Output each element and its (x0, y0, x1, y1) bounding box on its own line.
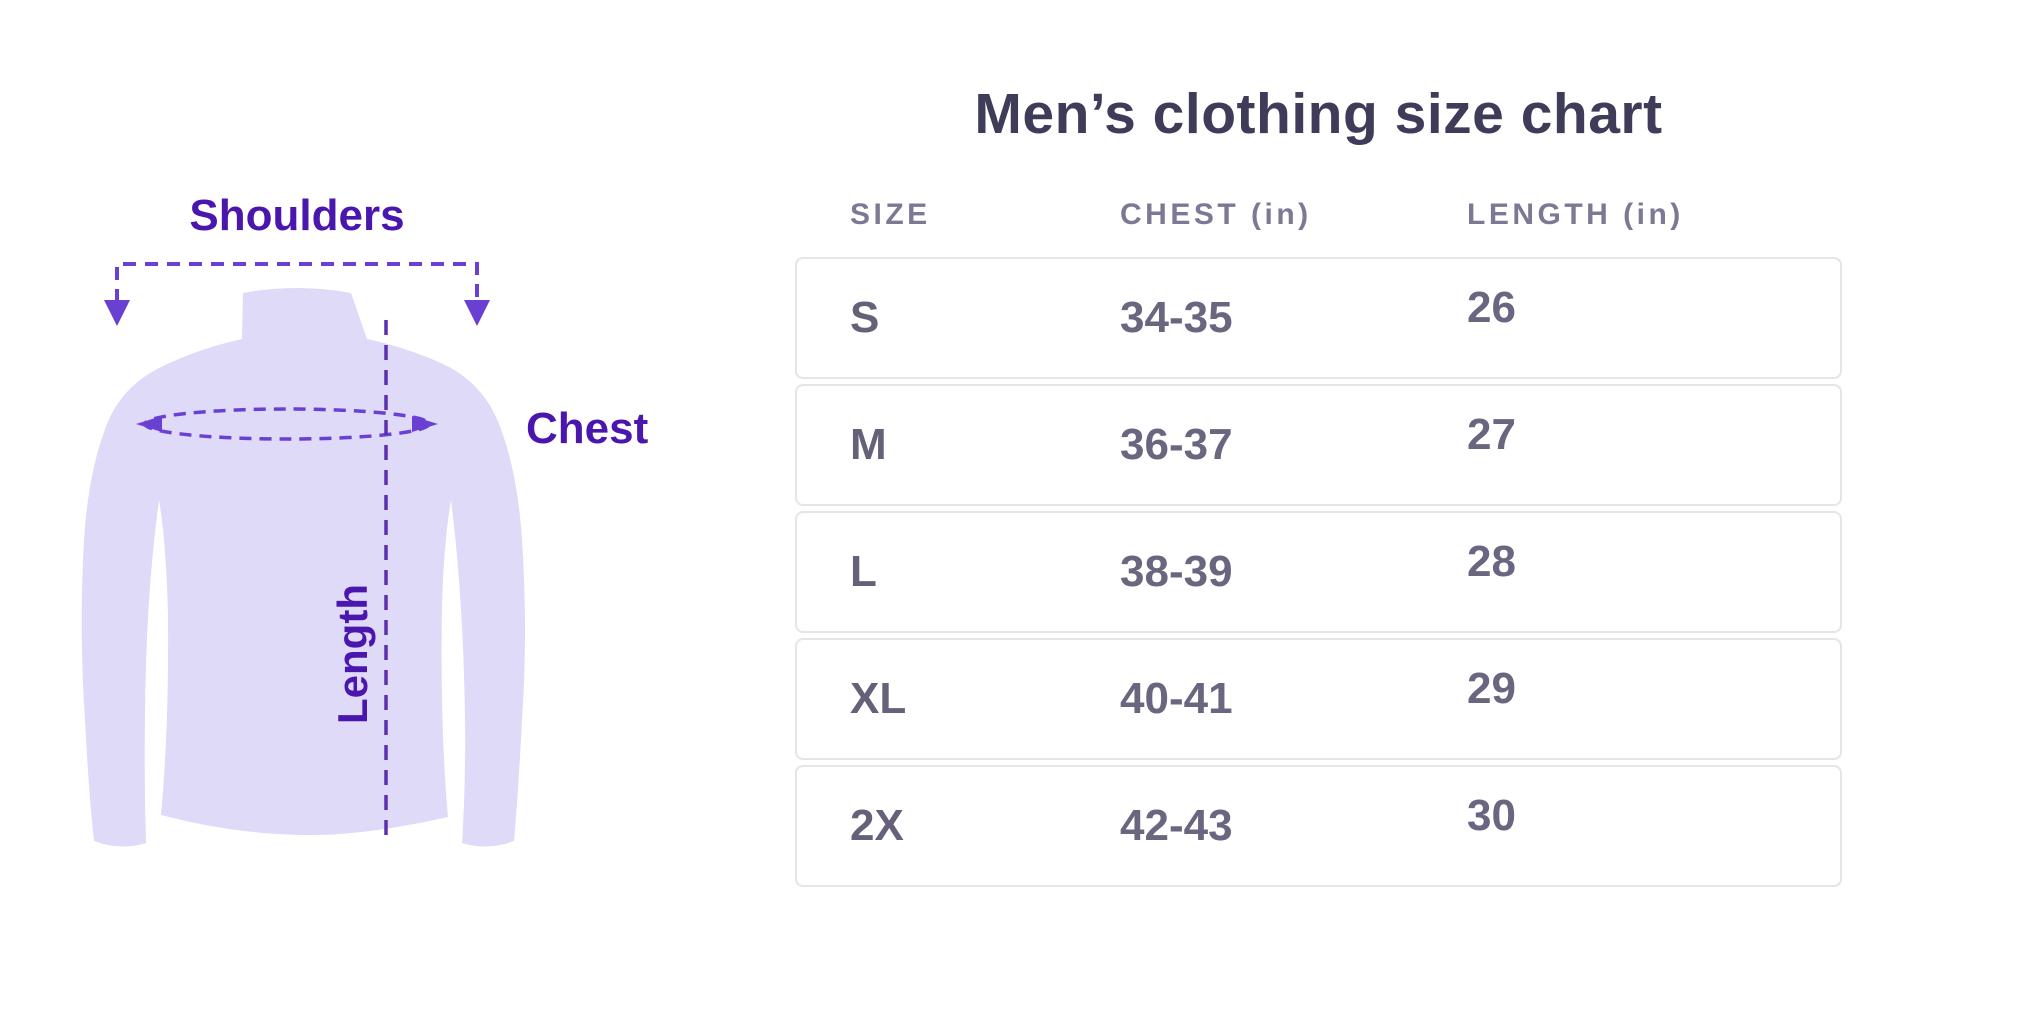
length-value: 29 (1467, 664, 1516, 713)
column-header-length: LENGTH (in) (1467, 198, 1684, 231)
table-header-row: SIZE CHEST (in) LENGTH (in) (795, 198, 1842, 252)
page-title: Men’s clothing size chart (974, 82, 1663, 146)
arrow-left-icon (136, 416, 162, 432)
arrow-down-right-icon (464, 300, 490, 326)
size-table: S 34-35 26 M 36-37 27 L 38-39 28 XL 40-4… (795, 257, 1842, 887)
chest-value: 34-35 (1120, 293, 1233, 342)
chest-value: 40-41 (1120, 674, 1233, 723)
length-value: 26 (1467, 283, 1516, 332)
table-row: L 38-39 28 (795, 511, 1842, 633)
size-value: S (850, 293, 880, 342)
size-chart-panel: Men’s clothing size chart SIZE CHEST (in… (795, 82, 1842, 892)
column-header-chest: CHEST (in) (1120, 198, 1312, 231)
length-label: Length (329, 584, 376, 724)
table-row: S 34-35 26 (795, 257, 1842, 379)
table-row: M 36-37 27 (795, 384, 1842, 506)
table-row: XL 40-41 29 (795, 638, 1842, 760)
length-value: 28 (1467, 537, 1516, 586)
arrow-down-left-icon (104, 300, 130, 326)
chest-value: 36-37 (1120, 420, 1233, 469)
size-value: L (850, 547, 877, 596)
shoulders-label: Shoulders (189, 191, 405, 240)
length-value: 27 (1467, 410, 1516, 459)
shirt-measurement-diagram (81, 262, 526, 847)
size-value: M (850, 420, 887, 469)
chest-value: 38-39 (1120, 547, 1233, 596)
chest-value: 42-43 (1120, 801, 1233, 850)
chest-label: Chest (526, 404, 649, 453)
length-value: 30 (1467, 791, 1516, 840)
size-value: 2X (850, 801, 904, 850)
size-value: XL (850, 674, 907, 723)
table-row: 2X 42-43 30 (795, 765, 1842, 887)
shirt-graphic (81, 288, 526, 847)
arrow-right-icon (412, 416, 438, 432)
shirt-measurement-illustration: Shoulders Chest Length (0, 0, 700, 1020)
column-header-size: SIZE (850, 198, 931, 231)
